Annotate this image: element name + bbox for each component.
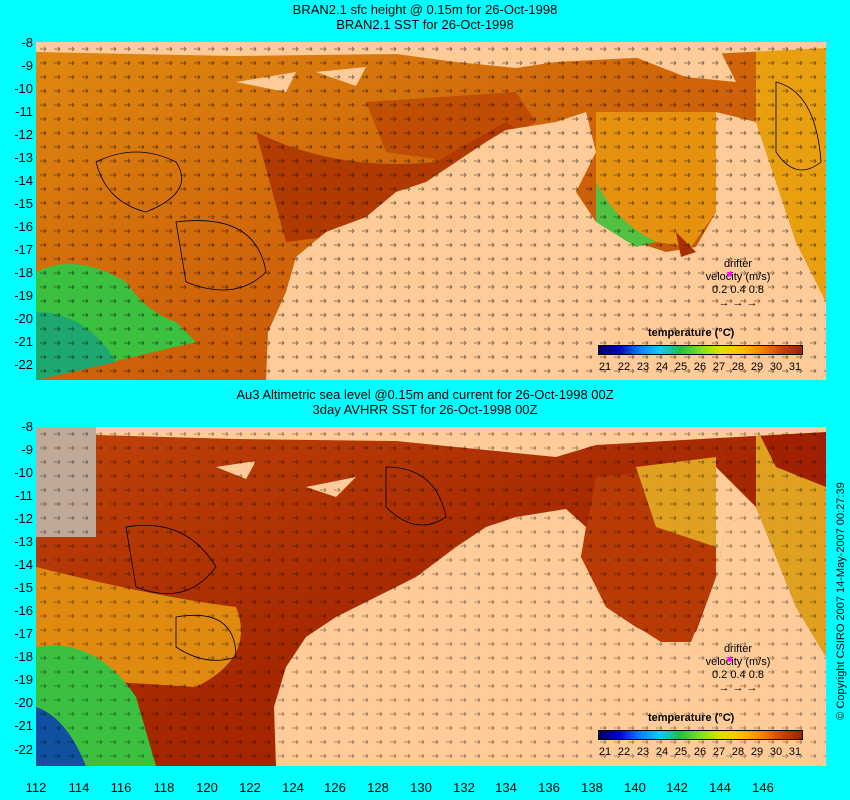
bottom-map-panel: [36, 427, 826, 766]
lat-label: -14: [14, 173, 33, 188]
colorbar-tick: 23: [636, 746, 650, 758]
velocity-label: velocity (m/s): [705, 271, 771, 283]
lon-label: 116: [110, 780, 132, 795]
lat-label: -15: [14, 196, 33, 211]
lat-label: -12: [14, 511, 33, 526]
velocity-label: velocity (m/s): [705, 656, 771, 668]
legend-title: temperature (°C): [648, 327, 735, 339]
lat-label: -19: [14, 672, 33, 687]
copyright-text: © Copyright CSIRO 2007 14-May-2007 00:27…: [835, 482, 847, 720]
colorbar-tick: 25: [674, 746, 688, 758]
colorbar-tick: 22: [617, 746, 631, 758]
lat-label: -11: [15, 104, 33, 119]
lon-label: 122: [239, 780, 261, 795]
lat-label: -15: [14, 580, 33, 595]
top-panel-subtitle: BRAN2.1 SST for 26-Oct-1998: [336, 17, 514, 32]
drifter-label: drifter: [723, 258, 753, 270]
bottom-panel-subtitle: 3day AVHRR SST for 26-Oct-1998 00Z: [312, 402, 538, 417]
temperature-colorbar: [598, 345, 803, 355]
lat-label: -8: [21, 419, 33, 434]
lat-label: -10: [14, 465, 33, 480]
top-drifter-legend: ■ drifter velocity (m/s) 0.2 0.4 0.8 → →…: [693, 258, 783, 310]
lon-label: 112: [25, 780, 47, 795]
velocity-arrows: → → →: [718, 682, 758, 694]
lon-label: 142: [666, 780, 688, 795]
lon-label: 126: [324, 780, 346, 795]
lat-label: -21: [14, 718, 33, 733]
colorbar-tick: 30: [769, 746, 783, 758]
lat-label: -13: [14, 534, 33, 549]
colorbar-tick: 28: [731, 746, 745, 758]
lat-label: -11: [15, 488, 33, 503]
lat-label: -9: [21, 58, 33, 73]
lon-label: 138: [581, 780, 603, 795]
colorbar-tick: 27: [712, 746, 726, 758]
lon-label: 124: [282, 780, 304, 795]
lat-label: -18: [14, 265, 33, 280]
lon-label: 128: [367, 780, 389, 795]
lat-label: -20: [14, 695, 33, 710]
colorbar-tick: 21: [598, 746, 612, 758]
lat-label: -13: [14, 150, 33, 165]
colorbar-tick: 22: [617, 361, 631, 373]
lat-label: -21: [14, 334, 33, 349]
lat-label: -16: [14, 219, 33, 234]
colorbar-tick: 28: [731, 361, 745, 373]
top-panel-title: BRAN2.1 sfc height @ 0.15m for 26-Oct-19…: [292, 2, 558, 17]
lon-label: 118: [153, 780, 175, 795]
current-velocity-arrows: [36, 42, 826, 380]
velocity-scale: 0.2 0.4 0.8: [712, 284, 764, 296]
lon-label: 144: [709, 780, 731, 795]
current-velocity-arrows: [36, 427, 826, 766]
colorbar-tick: 29: [750, 746, 764, 758]
colorbar-tick: 30: [769, 361, 783, 373]
lat-label: -20: [14, 311, 33, 326]
lat-label: -16: [14, 603, 33, 618]
lat-label: -12: [14, 127, 33, 142]
sea-level-contour: [95, 151, 182, 213]
lat-label: -17: [14, 626, 33, 641]
lon-label: 120: [196, 780, 218, 795]
bottom-drifter-legend: ■ drifter velocity (m/s) 0.2 0.4 0.8 → →…: [693, 643, 783, 695]
colorbar-tick: 31: [788, 746, 802, 758]
colorbar-tick: 26: [693, 746, 707, 758]
lon-label: 114: [68, 780, 90, 795]
lat-label: -17: [14, 242, 33, 257]
bottom-panel-title: Au3 Altimetric sea level @0.15m and curr…: [236, 387, 614, 402]
lat-label: -9: [21, 442, 33, 457]
velocity-scale: 0.2 0.4 0.8: [712, 669, 764, 681]
copyright-notice: © Copyright CSIRO 2007 14-May-2007 00:27…: [826, 420, 850, 770]
drifter-marker-icon: ■: [727, 654, 733, 664]
lon-label: 130: [410, 780, 432, 795]
colorbar-tick: 23: [636, 361, 650, 373]
lat-label: -22: [14, 742, 33, 757]
lon-label: 136: [538, 780, 560, 795]
lat-label: -18: [14, 649, 33, 664]
colorbar-tick: 24: [655, 361, 669, 373]
drifter-marker-icon: ■: [727, 269, 733, 279]
colorbar-tick: 24: [655, 746, 669, 758]
velocity-arrows: → → →: [718, 297, 758, 309]
colorbar-tick: 31: [788, 361, 802, 373]
colorbar-tick: 27: [712, 361, 726, 373]
lat-label: -8: [21, 35, 33, 50]
colorbar-tick: 25: [674, 361, 688, 373]
colorbar-tick: 29: [750, 361, 764, 373]
lon-label: 140: [624, 780, 646, 795]
lat-label: -10: [14, 81, 33, 96]
lon-label: 146: [752, 780, 774, 795]
temperature-colorbar: [598, 730, 803, 740]
lon-label: 132: [453, 780, 475, 795]
top-map-panel: [36, 42, 826, 380]
sea-level-contour: [125, 524, 217, 594]
colorbar-tick: 21: [598, 361, 612, 373]
legend-title: temperature (°C): [648, 712, 735, 724]
drifter-label: drifter: [723, 643, 753, 655]
colorbar-tick: 26: [693, 361, 707, 373]
lon-label: 134: [495, 780, 517, 795]
lat-label: -14: [14, 557, 33, 572]
lat-label: -19: [14, 288, 33, 303]
lat-label: -22: [14, 357, 33, 372]
